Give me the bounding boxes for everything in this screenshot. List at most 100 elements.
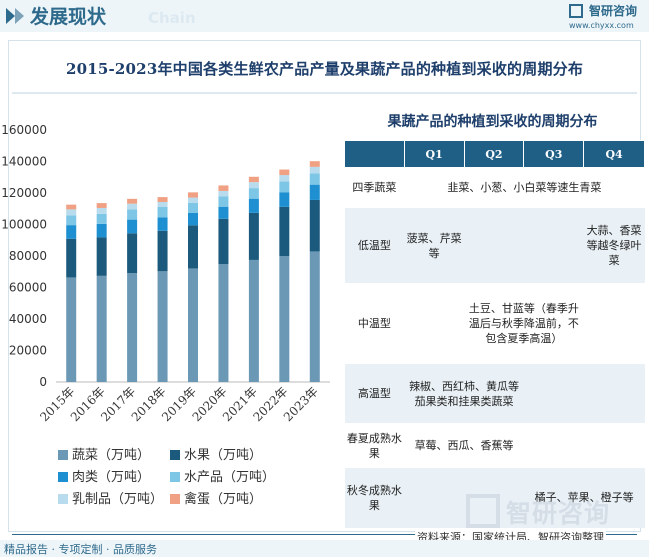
row-label: 春夏成熟水果 [344, 423, 405, 468]
bar-segment [309, 199, 320, 252]
bar-segment [218, 218, 229, 265]
bar-segment [279, 192, 290, 207]
bar-segment [248, 188, 259, 199]
bar-segment [279, 169, 290, 176]
bar-segment [248, 212, 259, 260]
legend-label: 乳制品（万吨） [72, 492, 164, 507]
bar-segment [157, 197, 168, 202]
page-title: 2015-2023年中国各类生鲜农产品产量及果蔬产品的种植到采收的周期分布 [65, 60, 584, 78]
table-cell: 土豆、甘蓝等（春季升温后与秋季降温前，不包含夏季高温） [464, 283, 584, 364]
bar-segment [157, 230, 168, 272]
bar-segment [157, 271, 168, 382]
legend-swatch [58, 472, 68, 482]
bar-segment [279, 206, 290, 257]
bar-segment [157, 217, 168, 231]
table-row: 四季蔬菜 韭菜、小葱、小白菜等速生青菜 [344, 167, 645, 208]
bar-segment [188, 202, 198, 214]
header-bar [0, 0, 649, 32]
table-cell: 橘子、苹果、橙子等 [523, 467, 645, 528]
table-cell [523, 423, 584, 468]
bar-segment [279, 181, 290, 193]
legend-swatch [170, 494, 180, 504]
bar-segment [188, 268, 198, 382]
legend-item: 水果（万吨） [170, 447, 262, 465]
bar-segment [96, 275, 107, 382]
bar-segment [127, 203, 138, 210]
bar-segment [66, 225, 77, 239]
bar-segment [66, 204, 77, 210]
y-tick-label: 40000 [9, 312, 47, 326]
footer-bar [0, 540, 649, 557]
legend-swatch [170, 450, 180, 460]
bar-segment [66, 277, 77, 382]
bar-segment [248, 198, 259, 213]
bar-segment [127, 209, 138, 220]
bar-segment [279, 175, 290, 182]
table-cell [404, 283, 465, 364]
y-tick-label: 120000 [1, 186, 47, 200]
bar-segment [309, 184, 320, 200]
table-row: 低温型 菠菜、芹菜等 大蒜、香菜等越冬绿叶菜 [344, 207, 645, 284]
bar-segment [248, 259, 259, 382]
legend-item: 肉类（万吨） [58, 469, 150, 487]
bar-segment [188, 192, 198, 198]
bar-segment [96, 237, 107, 276]
y-tick-label: 0 [39, 375, 47, 389]
table-cell [404, 467, 465, 528]
chevron-right-icon [6, 8, 15, 24]
bar-segment [157, 201, 168, 208]
bar-segment [309, 251, 320, 382]
legend-label: 禽蛋（万吨） [184, 492, 263, 507]
legend-item: 蔬菜（万吨） [58, 447, 150, 465]
table-cell [523, 363, 584, 424]
bar-segment [66, 209, 77, 216]
table-cell [583, 283, 645, 364]
table-header-row: Q1 Q2 Q3 Q4 [344, 140, 645, 168]
brand-name: 智研咨询 [589, 4, 638, 18]
legend-label: 水产品（万吨） [184, 470, 276, 485]
watermark-logo-icon [466, 494, 500, 528]
table-cell: 辣椒、西红柿、黄瓜等茄果类和挂果类蔬菜 [404, 363, 524, 424]
bar-segment [309, 166, 320, 174]
table-cell: 韭菜、小葱、小白菜等速生青菜 [404, 167, 645, 208]
legend-swatch [58, 494, 68, 504]
section-title: 发展现状 [30, 6, 107, 28]
brand-logo-icon [569, 4, 583, 18]
bar-segment [248, 176, 259, 183]
bar-segment [96, 223, 107, 238]
row-label: 中温型 [344, 283, 405, 364]
legend-item: 水产品（万吨） [170, 469, 275, 487]
bar-segment [66, 215, 77, 226]
bar-segment [218, 190, 229, 197]
table-cell: 草莓、西瓜、香蕉等 [404, 423, 524, 468]
bar-segment [157, 207, 168, 218]
bar-segment [279, 256, 290, 382]
bar-segment [96, 207, 107, 214]
footer-slogan: 精品报告 · 专项定制 · 品质服务 [4, 543, 157, 556]
y-tick-label: 160000 [1, 123, 47, 137]
table-cell: 菠菜、芹菜等 [404, 207, 465, 284]
table-cell: 大蒜、香菜等越冬绿叶菜 [583, 207, 645, 284]
bar-segment [218, 206, 229, 219]
y-tick-label: 60000 [9, 281, 47, 295]
title-divider [12, 92, 637, 94]
legend-swatch [58, 450, 68, 460]
bar-segment [127, 273, 138, 382]
bar-segment [309, 161, 320, 167]
legend-item: 乳制品（万吨） [58, 491, 163, 509]
row-label: 四季蔬菜 [344, 167, 405, 208]
y-tick-label: 100000 [1, 218, 47, 232]
bar-segment [188, 213, 198, 226]
footer-divider [12, 534, 637, 535]
stacked-bar-chart: 0 20000 40000 60000 80000 100000 120000 140000 1… [1, 123, 330, 424]
bar-segment [96, 213, 107, 224]
x-tick-label: 2023年 [281, 384, 321, 424]
table-header-cell: Q4 [583, 140, 645, 168]
table-row: 中温型 土豆、甘蓝等（春季升温后与秋季降温前，不包含夏季高温） [344, 283, 645, 364]
bar-segment [218, 185, 229, 191]
bar-segment [66, 238, 77, 278]
bar-segment [188, 225, 198, 269]
brand-url: www.chyxx.com [569, 21, 634, 30]
table-cell [464, 207, 524, 284]
bar-segment [218, 264, 229, 382]
